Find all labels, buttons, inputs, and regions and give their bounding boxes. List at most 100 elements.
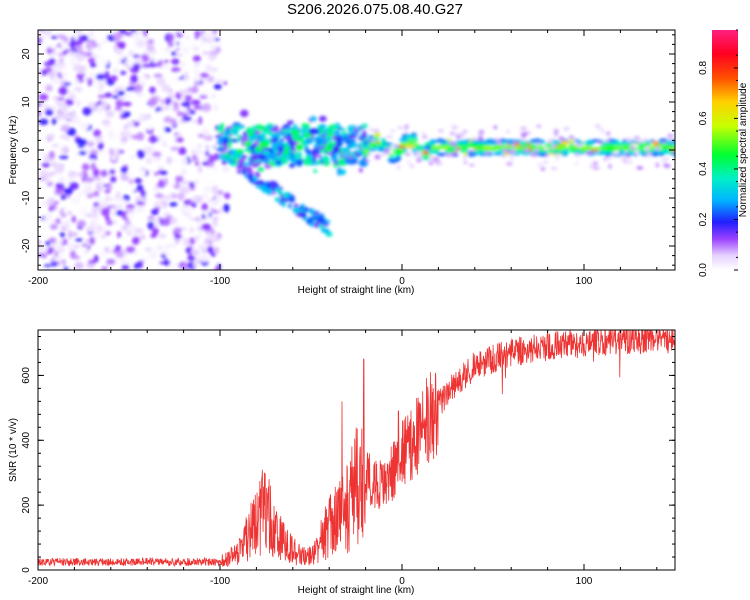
heatmap-x-tick-label: 0 xyxy=(399,276,405,287)
heatmap-cell xyxy=(283,145,291,151)
heatmap-cell xyxy=(450,152,457,156)
heatmap-cell xyxy=(432,149,439,155)
heatmap-cell xyxy=(392,148,402,154)
heatmap-cell xyxy=(131,236,141,245)
heatmap-cell xyxy=(222,203,230,213)
heatmap-cell xyxy=(75,138,85,145)
heatmap-cell xyxy=(421,135,428,139)
heatmap-cell xyxy=(213,43,222,47)
heatmap-cell xyxy=(111,132,119,141)
heatmap-cell xyxy=(369,142,379,148)
heatmap-cell xyxy=(286,120,294,125)
page-title: S206.2026.075.08.40.G27 xyxy=(287,1,463,18)
colorbar-tick-label: 0.6 xyxy=(698,111,709,125)
heatmap-cell xyxy=(161,84,171,93)
heatmap-cell xyxy=(85,226,95,233)
heatmap-cell xyxy=(257,153,267,160)
heatmap-y-tick-label: -10 xyxy=(21,190,32,205)
heatmap-cell xyxy=(593,161,599,165)
heatmap-cell xyxy=(367,138,373,143)
heatmap-cell xyxy=(404,152,411,156)
heatmap-cell xyxy=(260,133,266,141)
heatmap-cell xyxy=(123,125,129,130)
heatmap-cell xyxy=(179,172,186,176)
heatmap-cell xyxy=(554,130,559,135)
heatmap-cell xyxy=(112,32,123,40)
heatmap-cell xyxy=(505,161,513,166)
heatmap-cell xyxy=(102,53,110,61)
heatmap-cell xyxy=(199,72,209,78)
heatmap-cell xyxy=(597,141,605,144)
heatmap-cell xyxy=(206,75,215,83)
heatmap-cell xyxy=(166,156,173,165)
heatmap-cell xyxy=(165,250,172,260)
heatmap-cell xyxy=(250,155,260,161)
heatmap-cell xyxy=(294,151,303,158)
heatmap-cell xyxy=(390,129,396,133)
heatmap-cell xyxy=(162,192,171,196)
heatmap-cell xyxy=(108,182,113,191)
heatmap-cell xyxy=(109,163,116,170)
colorbar: 0.0 0.2 0.4 0.6 0.8 Normalized spectral ampl… xyxy=(698,29,749,277)
heatmap-cell xyxy=(125,220,131,226)
heatmap-cell xyxy=(115,99,124,108)
heatmap-cell xyxy=(404,124,409,128)
heatmap-cell xyxy=(177,110,182,117)
heatmap-cell xyxy=(192,84,198,92)
heatmap-cell xyxy=(144,113,152,120)
heatmap-cell xyxy=(667,133,673,138)
heatmap-cell xyxy=(184,94,193,102)
heatmap-cell xyxy=(205,212,210,222)
heatmap-cell xyxy=(145,258,156,266)
heatmap-cell xyxy=(305,160,311,166)
heatmap-cell xyxy=(194,69,200,75)
heatmap-cell xyxy=(274,187,282,193)
heatmap-cell xyxy=(193,75,202,82)
heatmap-cell xyxy=(43,174,48,183)
heatmap-cell xyxy=(55,182,65,189)
heatmap-cell xyxy=(76,65,87,71)
heatmap-cell xyxy=(182,238,192,247)
heatmap-cell xyxy=(371,139,377,142)
heatmap-cell xyxy=(136,201,142,205)
heatmap-cell xyxy=(95,225,104,233)
heatmap-cell xyxy=(150,169,155,174)
heatmap-cell xyxy=(38,37,43,44)
heatmap-cell xyxy=(396,156,402,161)
heatmap-cell xyxy=(161,217,171,226)
heatmap-cell xyxy=(607,157,612,160)
heatmap-cell xyxy=(383,142,393,146)
heatmap-cell xyxy=(130,30,138,33)
heatmap-cell xyxy=(173,71,182,79)
heatmap-cell xyxy=(43,263,52,268)
heatmap-cell xyxy=(303,206,309,212)
heatmap-cell xyxy=(42,200,48,207)
heatmap-cell xyxy=(66,194,71,199)
heatmap-cell xyxy=(383,151,391,155)
heatmap-cell xyxy=(71,83,77,88)
heatmap-cell xyxy=(198,165,203,174)
heatmap-cell xyxy=(450,133,455,137)
heatmap-cell xyxy=(162,142,169,148)
heatmap-cell xyxy=(139,31,144,39)
heatmap-cell xyxy=(109,168,116,175)
heatmap-cell xyxy=(157,164,165,171)
heatmap-cell xyxy=(155,183,165,188)
heatmap-cell xyxy=(70,197,81,204)
heatmap-cell xyxy=(47,197,55,204)
heatmap-cell xyxy=(175,47,180,51)
heatmap-cell xyxy=(89,236,95,245)
heatmap-cell xyxy=(163,177,168,186)
heatmap-cell xyxy=(612,151,620,155)
heatmap-cell xyxy=(189,143,196,148)
snr-frame xyxy=(37,329,676,571)
heatmap-cell xyxy=(288,139,295,146)
heatmap-cell xyxy=(530,152,538,157)
heatmap-cell xyxy=(573,141,578,144)
heatmap-cell xyxy=(101,207,110,217)
heatmap-cell xyxy=(406,160,411,164)
heatmap-cell xyxy=(568,135,575,139)
heatmap-cell xyxy=(114,245,122,251)
heatmap-cell xyxy=(171,66,181,73)
